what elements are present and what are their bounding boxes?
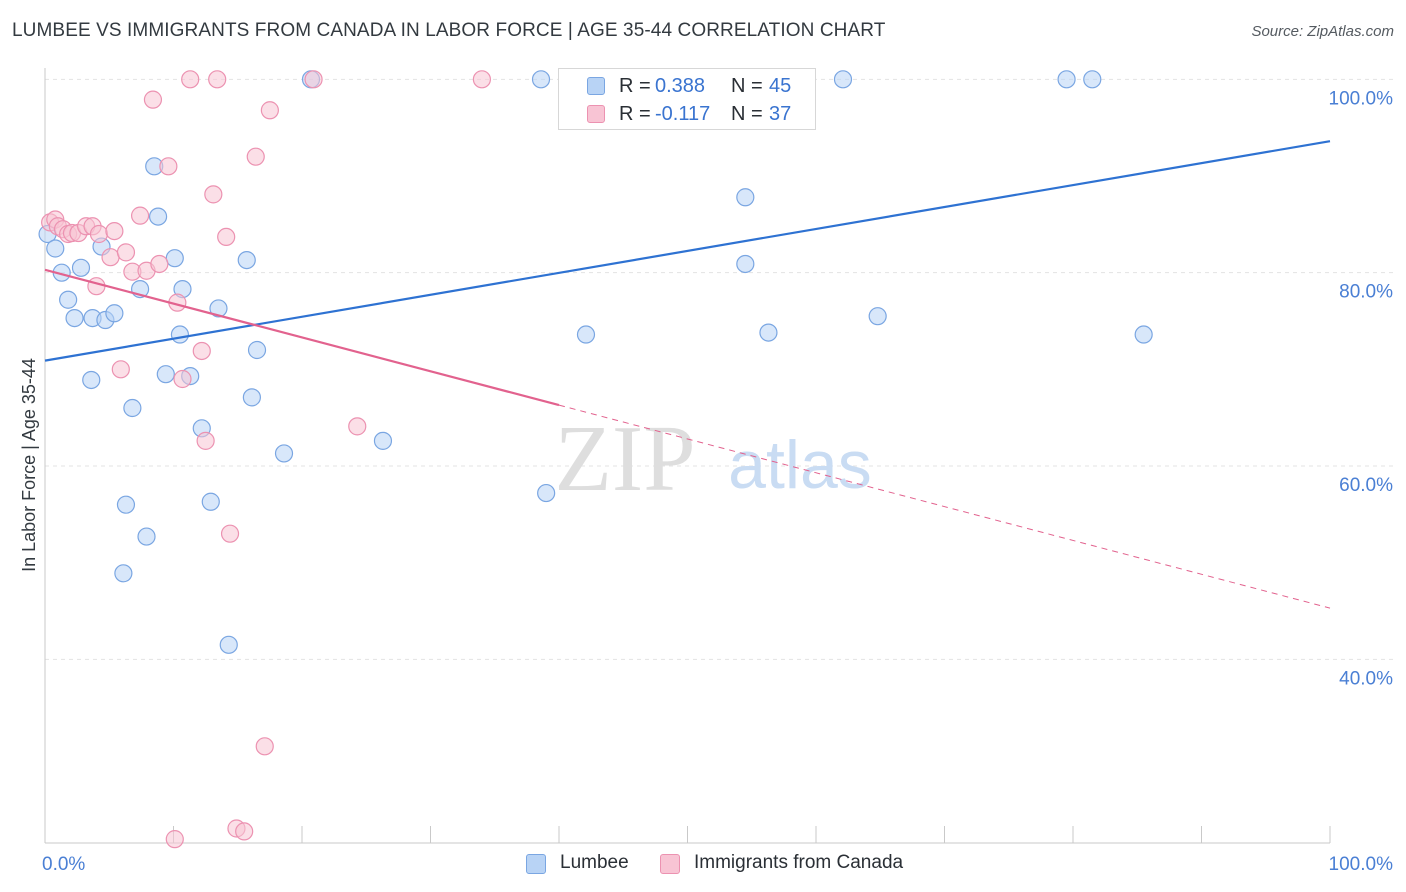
lumbee-point — [736, 254, 755, 274]
canada-point — [173, 369, 192, 389]
r-label: R = — [619, 103, 651, 125]
lumbee-point — [82, 370, 101, 390]
r-value: 0.388 — [655, 75, 706, 97]
canada-point — [255, 737, 274, 756]
lumbee-point — [868, 307, 887, 326]
canada-point — [204, 185, 223, 204]
lumbee-point — [759, 323, 778, 342]
lumbee-point — [736, 188, 755, 207]
lumbee-point — [576, 325, 596, 344]
canada-point — [246, 147, 265, 166]
chart-title: LUMBEE VS IMMIGRANTS FROM CANADA IN LABO… — [12, 20, 886, 41]
lumbee-point — [46, 239, 65, 258]
lumbee-point — [1083, 70, 1102, 89]
lumbee-point — [71, 258, 91, 277]
canada-point — [196, 431, 215, 450]
canada-point — [208, 70, 227, 89]
canada-point — [111, 360, 130, 379]
lumbee-point — [833, 70, 853, 89]
lumbee-point — [219, 635, 238, 654]
canada-point — [87, 277, 106, 296]
canada-point — [130, 206, 150, 225]
r-label: R = — [619, 75, 651, 97]
n-label: N = — [731, 75, 763, 97]
n-value: 37 — [769, 103, 792, 125]
chart-source: Source: ZipAtlas.com — [1251, 23, 1394, 40]
lumbee-point — [247, 340, 267, 360]
canada-point — [101, 248, 120, 267]
n-label: N = — [731, 103, 763, 125]
watermark-atlas: atlas — [728, 427, 872, 503]
lumbee-point — [537, 483, 556, 503]
y-tick-label: 100.0% — [1329, 88, 1394, 109]
lumbee-point — [65, 309, 84, 328]
lumbee-point — [170, 325, 190, 344]
canada-point — [217, 227, 236, 246]
canada-point — [159, 157, 178, 176]
canada-point — [165, 830, 184, 849]
points-layer — [38, 70, 1153, 849]
lumbee-swatch-icon — [587, 77, 605, 95]
canada-point — [220, 524, 240, 543]
canada-point — [89, 224, 109, 244]
canada-trend-line-dashed — [558, 404, 1331, 609]
legend-label: Immigrants from Canada — [694, 852, 904, 873]
correlation-legend: R = 0.388 N = 45 R = -0.117 N = 37 — [558, 68, 816, 130]
lumbee-point — [242, 388, 261, 407]
x-tick-label: 0.0% — [42, 854, 85, 875]
y-tick-label: 40.0% — [1339, 668, 1393, 689]
legend-row-canada: R = -0.117 N = 37 — [559, 101, 815, 129]
lumbee-point — [116, 495, 136, 514]
lumbee-trend-line — [44, 140, 1331, 362]
lumbee-point — [274, 444, 294, 463]
lumbee-point — [137, 527, 156, 546]
label-layer: 100.0% 80.0% 60.0% 40.0% 0.0% 100.0% In Labor … — [19, 88, 1393, 875]
lumbee-point — [165, 249, 184, 268]
lumbee-point — [1057, 70, 1076, 89]
canada-point — [105, 222, 124, 241]
canada-point — [192, 341, 211, 361]
lumbee-legend-icon — [526, 854, 546, 874]
lumbee-point — [123, 398, 142, 418]
lumbee-point — [237, 251, 256, 270]
lumbee-point — [105, 304, 124, 323]
legend-label: Lumbee — [560, 852, 629, 873]
y-tick-label: 60.0% — [1339, 475, 1393, 496]
canada-point — [472, 70, 491, 89]
lumbee-point — [201, 492, 220, 511]
canada-swatch-icon — [587, 105, 605, 123]
canada-point — [348, 417, 367, 436]
lumbee-point — [1134, 325, 1153, 344]
legend-row-lumbee: R = 0.388 N = 45 — [559, 73, 815, 101]
canada-trend-line — [44, 268, 560, 407]
canada-point — [235, 822, 254, 841]
canada-point — [304, 70, 323, 89]
canada-point — [143, 90, 163, 109]
watermark: ZIP atlas — [555, 407, 872, 511]
canada-point — [150, 254, 169, 274]
lumbee-point — [114, 564, 133, 583]
x-tick-label: 100.0% — [1329, 854, 1394, 875]
r-value: -0.117 — [655, 103, 711, 125]
trend-layer — [44, 140, 1331, 609]
series-legend: Lumbee Immigrants from Canada — [0, 850, 1406, 880]
canada-point — [260, 101, 279, 120]
lumbee-point — [373, 431, 393, 450]
canada-point — [181, 70, 200, 89]
grid-layer — [45, 78, 1395, 660]
y-tick-label: 80.0% — [1339, 282, 1393, 303]
lumbee-point — [148, 207, 168, 226]
canada-point — [116, 243, 136, 262]
lumbee-point — [59, 290, 78, 309]
lumbee-point — [209, 299, 228, 318]
lumbee-point — [156, 365, 175, 384]
watermark-zip: ZIP — [555, 407, 696, 511]
canada-legend-icon — [660, 854, 680, 874]
y-axis-label: In Labor Force | Age 35-44 — [19, 358, 39, 572]
n-value: 45 — [769, 75, 792, 97]
lumbee-point — [531, 70, 551, 89]
